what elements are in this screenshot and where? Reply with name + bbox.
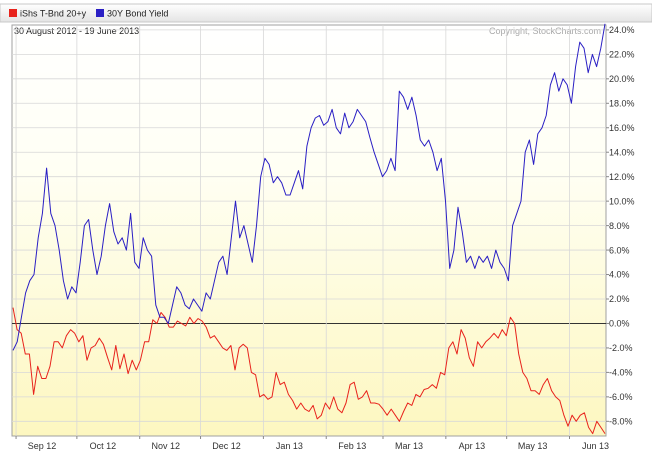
x-tick-label: Apr 13 <box>459 441 486 451</box>
x-tick-label: Jun 13 <box>582 441 609 451</box>
y-tick-label: -6.0% <box>609 392 633 402</box>
x-tick-label: Dec 12 <box>212 441 241 451</box>
y-tick-label: -4.0% <box>609 368 633 378</box>
y-tick-label: -2.0% <box>609 343 633 353</box>
y-tick-label: 16.0% <box>609 123 635 133</box>
x-tick-label: Nov 12 <box>151 441 180 451</box>
y-tick-label: 18.0% <box>609 98 635 108</box>
legend: iShs T-Bnd 20+y 30Y Bond Yield <box>0 3 652 23</box>
x-tick-label: Mar 13 <box>395 441 423 451</box>
series-line-1 <box>12 307 606 435</box>
y-tick-label: 12.0% <box>609 172 635 182</box>
x-tick-label: Sep 12 <box>28 441 57 451</box>
copyright-text: Copyright, StockCharts.com <box>489 26 601 36</box>
x-tick-label: May 13 <box>518 441 548 451</box>
legend-swatch-series-1 <box>9 9 17 17</box>
legend-label-series-1: iShs T-Bnd 20+y <box>20 9 87 19</box>
legend-swatch-series-2 <box>96 9 104 17</box>
y-tick-label: 6.0% <box>609 245 630 255</box>
y-tick-label: 24.0% <box>609 25 635 35</box>
legend-entry-series-1: iShs T-Bnd 20+y <box>9 9 87 19</box>
x-axis-labels: Sep 12 Oct 12 Nov 12 Dec 12 Jan 13 Feb 13 Mar … <box>15 436 609 451</box>
y-axis-labels: 24.0% 22.0% 20.0% 18.0% 16.0% 14.0% 12.0% 10.0%… <box>606 25 635 427</box>
series-lines <box>12 23 606 435</box>
y-tick-label: 0.0% <box>609 319 630 329</box>
y-tick-label: 20.0% <box>609 74 635 84</box>
grid-lines <box>12 25 606 436</box>
x-tick-label: Jan 13 <box>276 441 303 451</box>
y-tick-label: 4.0% <box>609 270 630 280</box>
y-tick-label: 14.0% <box>609 147 635 157</box>
legend-label-series-2: 30Y Bond Yield <box>107 9 168 19</box>
x-tick-label: Oct 12 <box>90 441 117 451</box>
y-tick-label: 10.0% <box>609 196 635 206</box>
plot-area <box>11 24 607 437</box>
y-tick-label: -8.0% <box>609 417 633 427</box>
series-line-2 <box>12 23 606 351</box>
x-tick-label: Feb 13 <box>338 441 366 451</box>
y-tick-label: 22.0% <box>609 50 635 60</box>
legend-entry-series-2: 30Y Bond Yield <box>96 9 168 19</box>
y-tick-label: 8.0% <box>609 221 630 231</box>
y-tick-label: 2.0% <box>609 294 630 304</box>
